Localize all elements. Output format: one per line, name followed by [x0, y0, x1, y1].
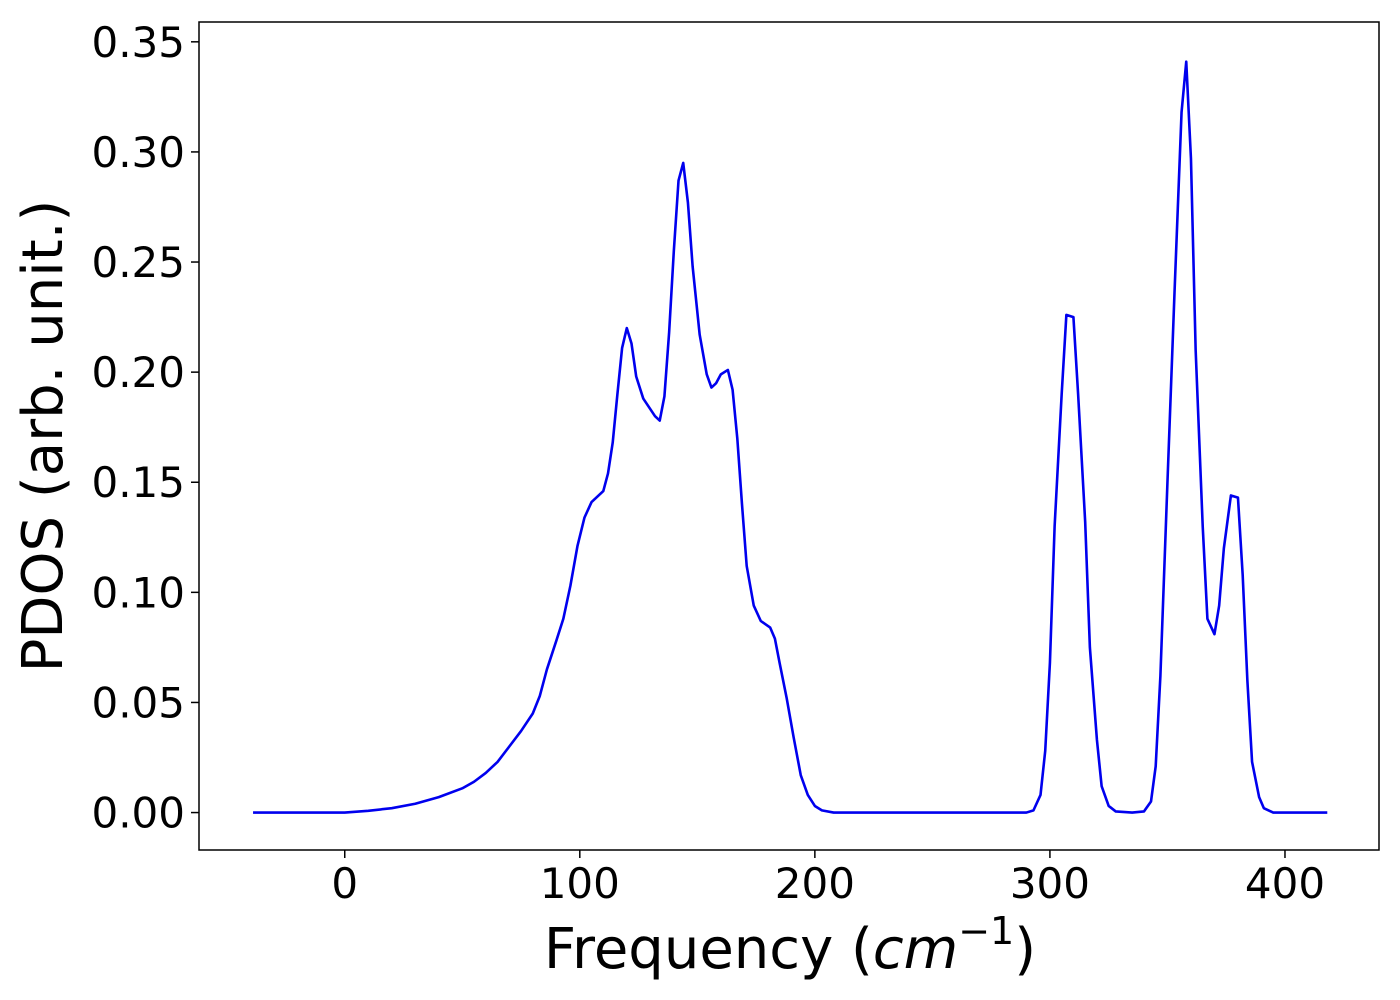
y-tick-label: 0.10 [91, 568, 185, 617]
y-tick-label: 0.20 [91, 348, 185, 397]
x-axis-label-prefix: Frequency ( [544, 917, 873, 982]
x-axis-label-exponent: −1 [958, 909, 1014, 953]
y-axis-ticks: 0.00 0.05 0.10 0.15 0.20 0.25 0.30 0.35 [91, 18, 199, 838]
y-tick-label: 0.30 [91, 128, 185, 177]
x-tick-label: 100 [540, 859, 620, 908]
x-axis-label: Frequency (cm−1) [544, 909, 1036, 982]
y-tick-label: 0.05 [91, 678, 185, 727]
y-tick-label: 0.00 [91, 789, 185, 838]
y-axis-label: PDOS (arb. unit.) [11, 200, 76, 673]
x-axis-label-unit: cm [873, 917, 958, 982]
pdos-series-line [253, 60, 1328, 814]
x-axis-ticks: 0 100 200 300 400 [331, 850, 1325, 908]
x-tick-label: 0 [331, 859, 358, 908]
x-tick-label: 400 [1245, 859, 1325, 908]
y-tick-label: 0.35 [91, 18, 185, 67]
y-tick-label: 0.25 [91, 238, 185, 287]
plot-frame [198, 21, 1380, 851]
x-tick-label: 300 [1010, 859, 1090, 908]
x-axis-label-suffix: ) [1014, 917, 1036, 982]
x-tick-label: 200 [775, 859, 855, 908]
y-tick-label: 0.15 [91, 458, 185, 507]
